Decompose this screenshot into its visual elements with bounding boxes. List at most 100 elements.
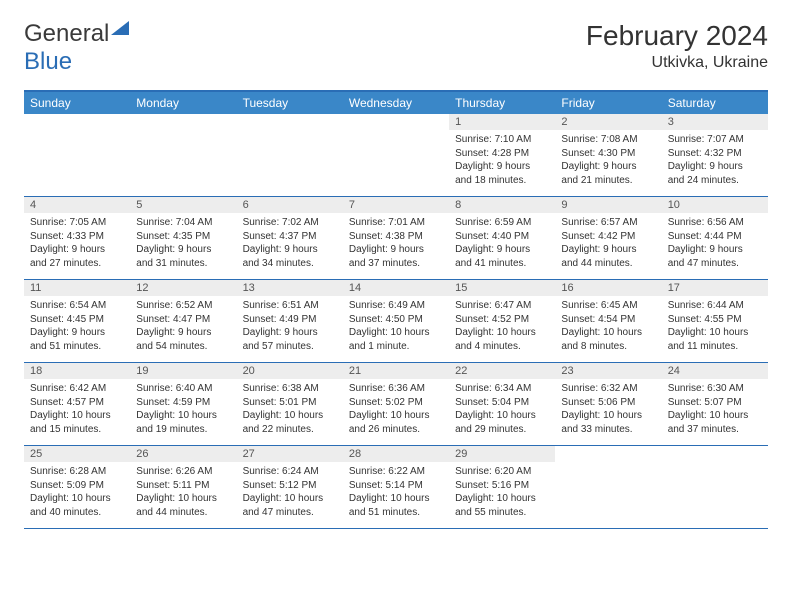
day-cell: 19Sunrise: 6:40 AMSunset: 4:59 PMDayligh… bbox=[130, 363, 236, 445]
logo-text-1: General bbox=[24, 20, 109, 47]
daylight-text: Daylight: 9 hours and 24 minutes. bbox=[668, 160, 762, 187]
day-number: 1 bbox=[449, 114, 555, 130]
day-number: 21 bbox=[343, 363, 449, 379]
sunrise-text: Sunrise: 6:30 AM bbox=[668, 382, 762, 396]
sunrise-text: Sunrise: 7:02 AM bbox=[243, 216, 337, 230]
sunrise-text: Sunrise: 6:20 AM bbox=[455, 465, 549, 479]
calendar: Sunday Monday Tuesday Wednesday Thursday… bbox=[24, 90, 768, 529]
day-header-sun: Sunday bbox=[24, 92, 130, 114]
day-content: Sunrise: 6:30 AMSunset: 5:07 PMDaylight:… bbox=[662, 379, 768, 439]
sunset-text: Sunset: 4:40 PM bbox=[455, 230, 549, 244]
sunset-text: Sunset: 4:57 PM bbox=[30, 396, 124, 410]
day-number: 26 bbox=[130, 446, 236, 462]
day-number: 22 bbox=[449, 363, 555, 379]
page-title: February 2024 bbox=[586, 20, 768, 52]
daylight-text: Daylight: 9 hours and 47 minutes. bbox=[668, 243, 762, 270]
day-content: Sunrise: 7:02 AMSunset: 4:37 PMDaylight:… bbox=[237, 213, 343, 273]
day-content: Sunrise: 6:22 AMSunset: 5:14 PMDaylight:… bbox=[343, 462, 449, 522]
sunrise-text: Sunrise: 6:28 AM bbox=[30, 465, 124, 479]
day-content: Sunrise: 6:38 AMSunset: 5:01 PMDaylight:… bbox=[237, 379, 343, 439]
sunset-text: Sunset: 4:45 PM bbox=[30, 313, 124, 327]
daylight-text: Daylight: 10 hours and 40 minutes. bbox=[30, 492, 124, 519]
sunrise-text: Sunrise: 6:36 AM bbox=[349, 382, 443, 396]
day-content: Sunrise: 6:45 AMSunset: 4:54 PMDaylight:… bbox=[555, 296, 661, 356]
day-cell: 16Sunrise: 6:45 AMSunset: 4:54 PMDayligh… bbox=[555, 280, 661, 362]
daylight-text: Daylight: 9 hours and 57 minutes. bbox=[243, 326, 337, 353]
sunrise-text: Sunrise: 7:04 AM bbox=[136, 216, 230, 230]
day-number: 13 bbox=[237, 280, 343, 296]
sunset-text: Sunset: 5:16 PM bbox=[455, 479, 549, 493]
day-content: Sunrise: 6:57 AMSunset: 4:42 PMDaylight:… bbox=[555, 213, 661, 273]
sunrise-text: Sunrise: 6:54 AM bbox=[30, 299, 124, 313]
day-content: Sunrise: 6:56 AMSunset: 4:44 PMDaylight:… bbox=[662, 213, 768, 273]
logo-triangle-icon bbox=[111, 21, 129, 35]
day-number: 5 bbox=[130, 197, 236, 213]
day-cell: 21Sunrise: 6:36 AMSunset: 5:02 PMDayligh… bbox=[343, 363, 449, 445]
week-row: 4Sunrise: 7:05 AMSunset: 4:33 PMDaylight… bbox=[24, 197, 768, 280]
day-number: 15 bbox=[449, 280, 555, 296]
day-content: Sunrise: 6:40 AMSunset: 4:59 PMDaylight:… bbox=[130, 379, 236, 439]
sunrise-text: Sunrise: 6:45 AM bbox=[561, 299, 655, 313]
day-cell: 6Sunrise: 7:02 AMSunset: 4:37 PMDaylight… bbox=[237, 197, 343, 279]
day-number: 16 bbox=[555, 280, 661, 296]
sunrise-text: Sunrise: 7:08 AM bbox=[561, 133, 655, 147]
daylight-text: Daylight: 10 hours and 37 minutes. bbox=[668, 409, 762, 436]
day-content: Sunrise: 6:59 AMSunset: 4:40 PMDaylight:… bbox=[449, 213, 555, 273]
sunset-text: Sunset: 5:12 PM bbox=[243, 479, 337, 493]
day-content: Sunrise: 6:54 AMSunset: 4:45 PMDaylight:… bbox=[24, 296, 130, 356]
sunset-text: Sunset: 5:06 PM bbox=[561, 396, 655, 410]
day-number: 23 bbox=[555, 363, 661, 379]
daylight-text: Daylight: 10 hours and 8 minutes. bbox=[561, 326, 655, 353]
day-cell: 18Sunrise: 6:42 AMSunset: 4:57 PMDayligh… bbox=[24, 363, 130, 445]
day-content: Sunrise: 7:08 AMSunset: 4:30 PMDaylight:… bbox=[555, 130, 661, 190]
day-content: Sunrise: 6:51 AMSunset: 4:49 PMDaylight:… bbox=[237, 296, 343, 356]
day-number bbox=[343, 114, 449, 118]
day-content: Sunrise: 6:42 AMSunset: 4:57 PMDaylight:… bbox=[24, 379, 130, 439]
day-cell: 2Sunrise: 7:08 AMSunset: 4:30 PMDaylight… bbox=[555, 114, 661, 196]
sunset-text: Sunset: 4:30 PM bbox=[561, 147, 655, 161]
sunset-text: Sunset: 4:32 PM bbox=[668, 147, 762, 161]
day-header-thu: Thursday bbox=[449, 92, 555, 114]
day-header-tue: Tuesday bbox=[237, 92, 343, 114]
day-cell: 12Sunrise: 6:52 AMSunset: 4:47 PMDayligh… bbox=[130, 280, 236, 362]
day-cell: 15Sunrise: 6:47 AMSunset: 4:52 PMDayligh… bbox=[449, 280, 555, 362]
daylight-text: Daylight: 9 hours and 41 minutes. bbox=[455, 243, 549, 270]
day-number: 4 bbox=[24, 197, 130, 213]
sunrise-text: Sunrise: 6:49 AM bbox=[349, 299, 443, 313]
day-content: Sunrise: 7:10 AMSunset: 4:28 PMDaylight:… bbox=[449, 130, 555, 190]
sunset-text: Sunset: 5:11 PM bbox=[136, 479, 230, 493]
daylight-text: Daylight: 10 hours and 1 minute. bbox=[349, 326, 443, 353]
day-cell: 4Sunrise: 7:05 AMSunset: 4:33 PMDaylight… bbox=[24, 197, 130, 279]
sunrise-text: Sunrise: 6:52 AM bbox=[136, 299, 230, 313]
daylight-text: Daylight: 9 hours and 44 minutes. bbox=[561, 243, 655, 270]
weeks-container: 1Sunrise: 7:10 AMSunset: 4:28 PMDaylight… bbox=[24, 114, 768, 529]
sunset-text: Sunset: 4:54 PM bbox=[561, 313, 655, 327]
day-number: 6 bbox=[237, 197, 343, 213]
day-cell: 7Sunrise: 7:01 AMSunset: 4:38 PMDaylight… bbox=[343, 197, 449, 279]
day-cell: 22Sunrise: 6:34 AMSunset: 5:04 PMDayligh… bbox=[449, 363, 555, 445]
daylight-text: Daylight: 9 hours and 27 minutes. bbox=[30, 243, 124, 270]
sunset-text: Sunset: 5:01 PM bbox=[243, 396, 337, 410]
sunrise-text: Sunrise: 6:26 AM bbox=[136, 465, 230, 479]
day-cell: 1Sunrise: 7:10 AMSunset: 4:28 PMDaylight… bbox=[449, 114, 555, 196]
day-cell: 25Sunrise: 6:28 AMSunset: 5:09 PMDayligh… bbox=[24, 446, 130, 528]
day-content: Sunrise: 6:28 AMSunset: 5:09 PMDaylight:… bbox=[24, 462, 130, 522]
sunset-text: Sunset: 5:04 PM bbox=[455, 396, 549, 410]
day-number: 27 bbox=[237, 446, 343, 462]
day-number: 20 bbox=[237, 363, 343, 379]
day-content: Sunrise: 6:32 AMSunset: 5:06 PMDaylight:… bbox=[555, 379, 661, 439]
day-cell: 23Sunrise: 6:32 AMSunset: 5:06 PMDayligh… bbox=[555, 363, 661, 445]
daylight-text: Daylight: 10 hours and 11 minutes. bbox=[668, 326, 762, 353]
daylight-text: Daylight: 10 hours and 47 minutes. bbox=[243, 492, 337, 519]
day-number: 24 bbox=[662, 363, 768, 379]
day-header-wed: Wednesday bbox=[343, 92, 449, 114]
day-header-sat: Saturday bbox=[662, 92, 768, 114]
sunset-text: Sunset: 4:42 PM bbox=[561, 230, 655, 244]
day-content: Sunrise: 6:36 AMSunset: 5:02 PMDaylight:… bbox=[343, 379, 449, 439]
daylight-text: Daylight: 10 hours and 22 minutes. bbox=[243, 409, 337, 436]
daylight-text: Daylight: 10 hours and 4 minutes. bbox=[455, 326, 549, 353]
daylight-text: Daylight: 9 hours and 31 minutes. bbox=[136, 243, 230, 270]
day-number bbox=[130, 114, 236, 118]
day-cell: 27Sunrise: 6:24 AMSunset: 5:12 PMDayligh… bbox=[237, 446, 343, 528]
location-label: Utkivka, Ukraine bbox=[586, 54, 768, 72]
